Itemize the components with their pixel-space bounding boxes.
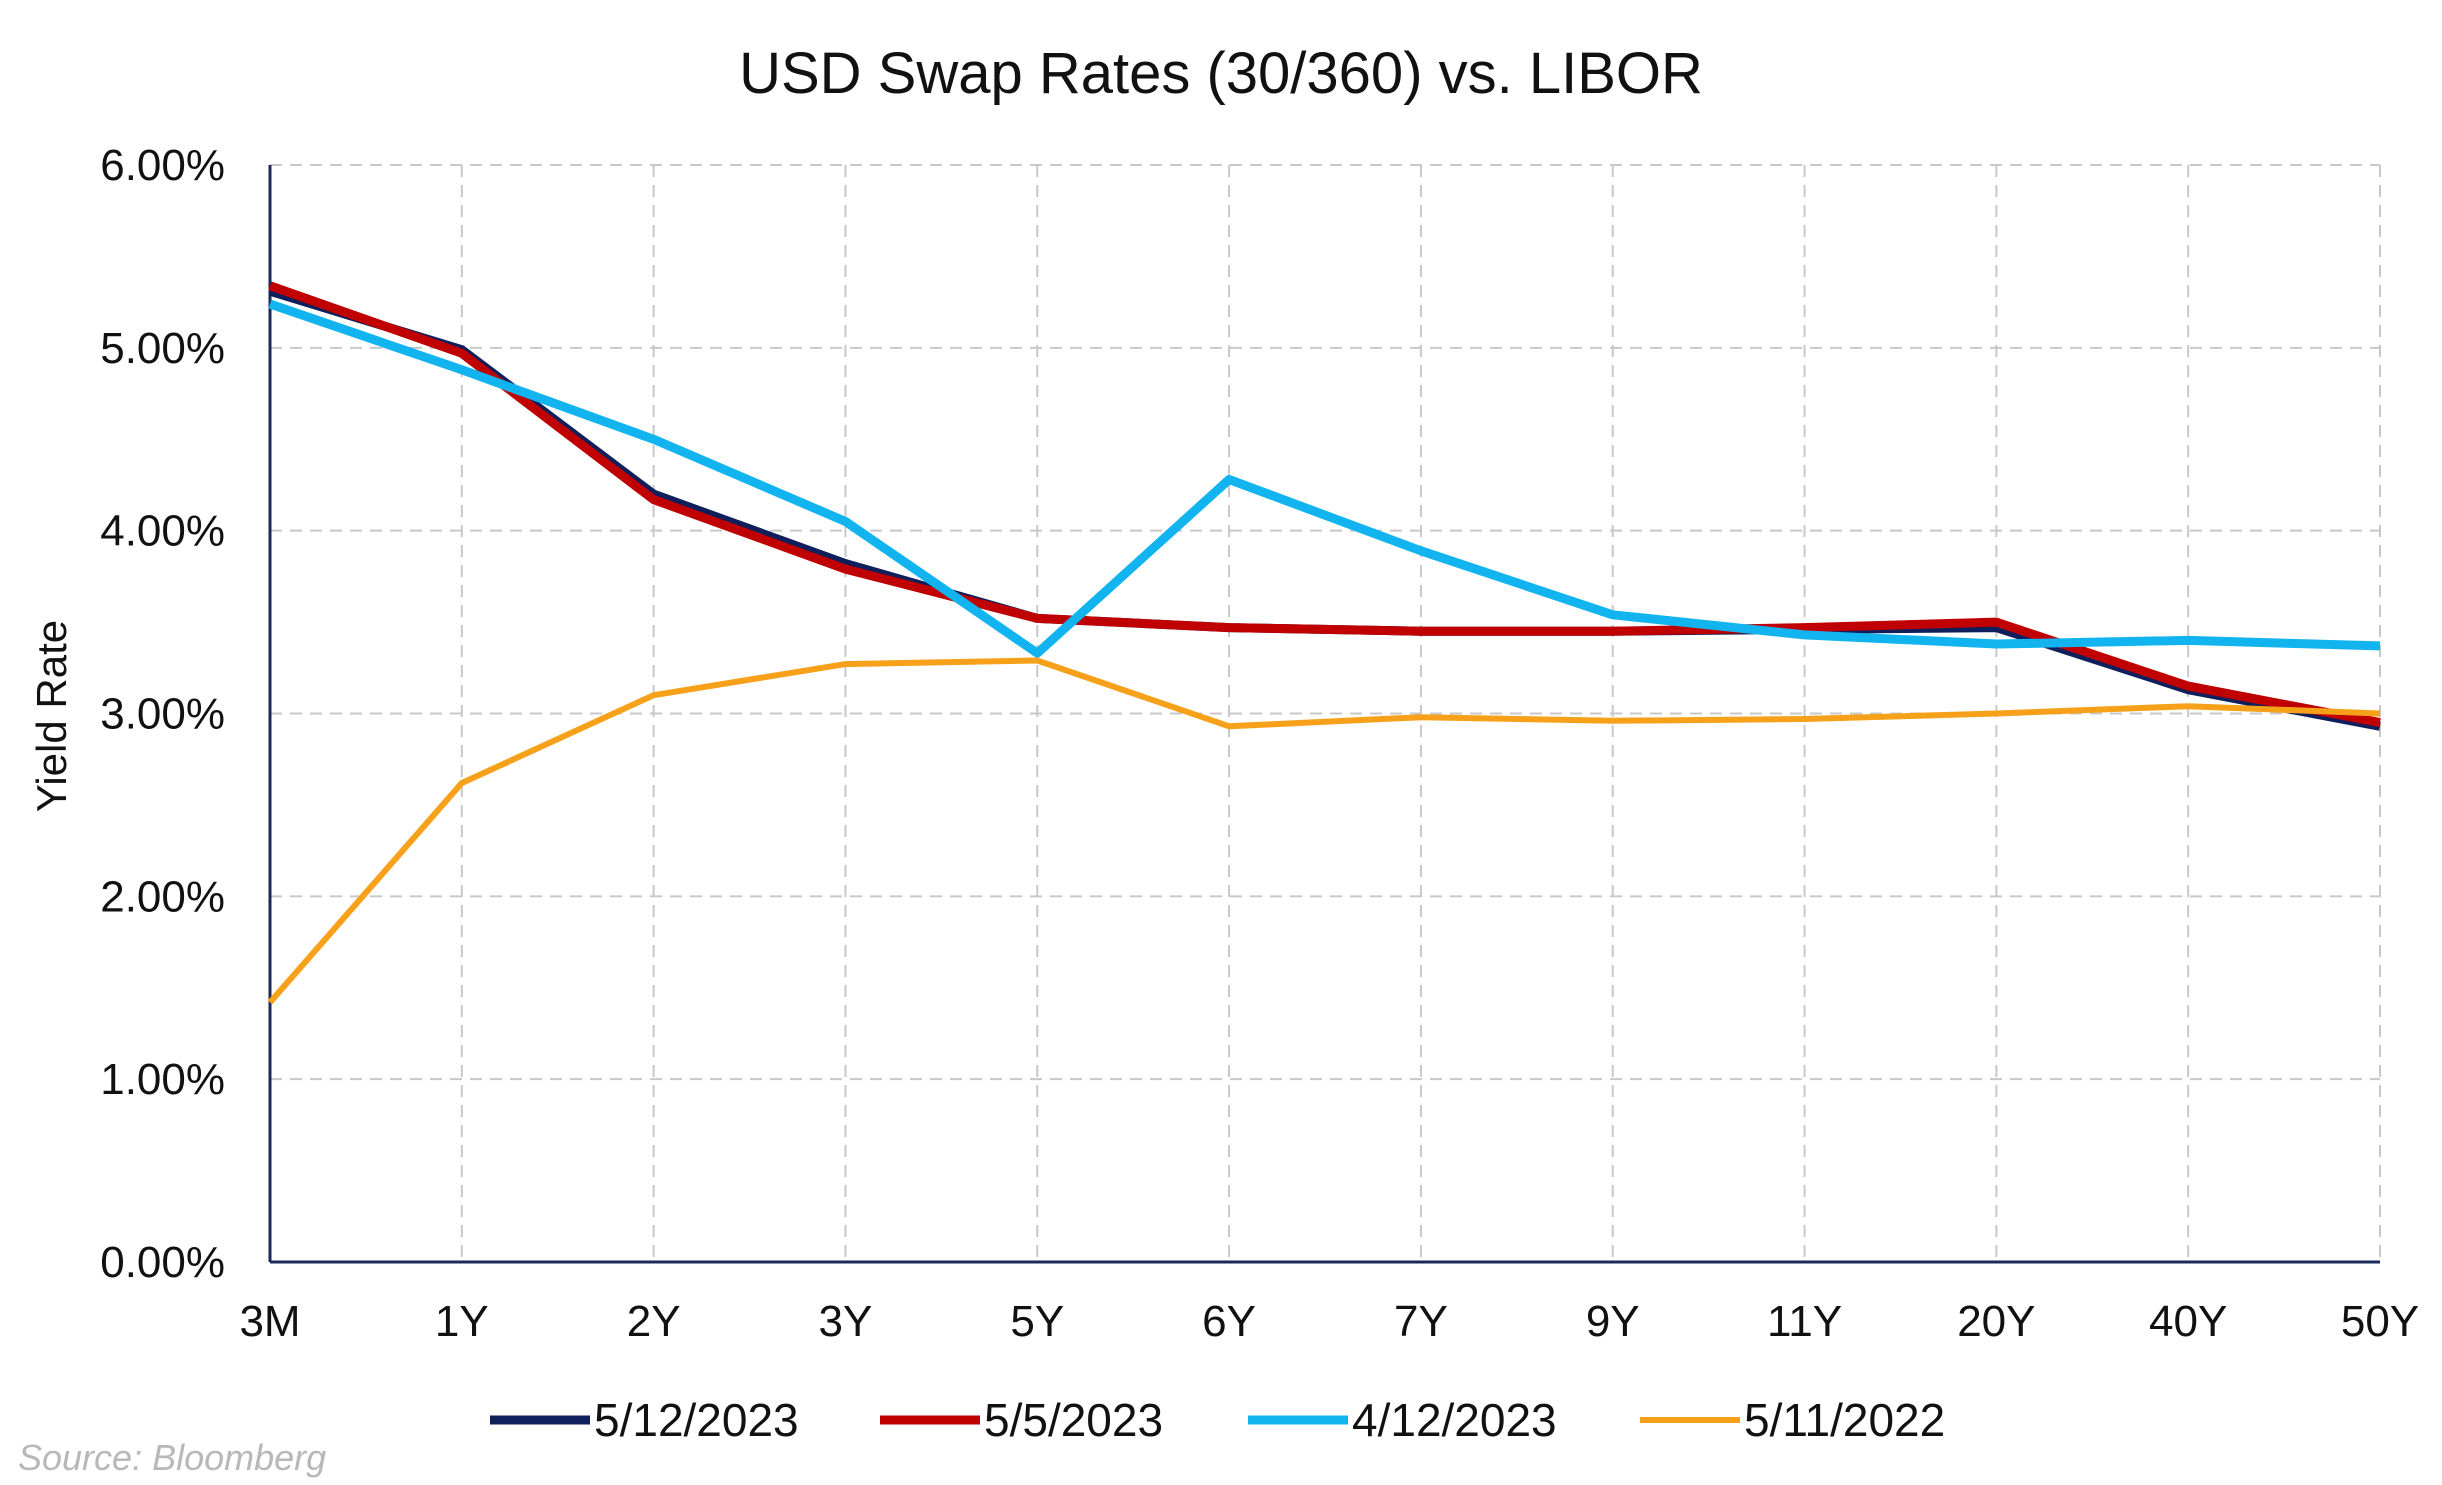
legend-label: 5/5/2023 xyxy=(984,1394,1163,1446)
legend-label: 5/12/2023 xyxy=(594,1394,799,1446)
y-tick-label: 0.00% xyxy=(100,1238,225,1287)
y-tick-label: 5.00% xyxy=(100,324,225,373)
y-tick-label: 2.00% xyxy=(100,872,225,921)
y-tick-label: 3.00% xyxy=(100,690,225,739)
x-tick-label: 2Y xyxy=(627,1297,681,1346)
x-tick-label: 20Y xyxy=(1957,1297,2035,1346)
x-tick-label: 6Y xyxy=(1202,1297,1256,1346)
y-tick-label: 4.00% xyxy=(100,507,225,556)
legend-item: 5/12/2023 xyxy=(490,1394,799,1446)
x-tick-label: 7Y xyxy=(1394,1297,1448,1346)
legend-item: 5/5/2023 xyxy=(880,1394,1163,1446)
series-line-5-12-2023 xyxy=(268,286,2381,731)
source-note: Source: Bloomberg xyxy=(18,1437,326,1478)
legend-label: 5/11/2022 xyxy=(1744,1394,1945,1446)
legend: 5/12/2023 5/5/2023 4/12/2023 5/11/2022 xyxy=(490,1394,1945,1446)
axes xyxy=(268,165,2380,1264)
y-axis-label: Yield Rate xyxy=(28,620,75,812)
y-tick-labels: 0.00% 1.00% 2.00% 3.00% 4.00% 5.00% 6.00% xyxy=(100,141,225,1287)
x-tick-label: 9Y xyxy=(1586,1297,1640,1346)
legend-label: 4/12/2023 xyxy=(1352,1394,1557,1446)
series-lines xyxy=(267,281,2381,1005)
series-line-4-12-2023 xyxy=(268,299,2381,658)
x-tick-label: 50Y xyxy=(2341,1297,2419,1346)
y-tick-label: 1.00% xyxy=(100,1055,225,1104)
chart-title: USD Swap Rates (30/360) vs. LIBOR xyxy=(739,41,1703,106)
legend-item: 5/11/2022 xyxy=(1640,1394,1945,1446)
x-tick-label: 3Y xyxy=(819,1297,873,1346)
series-line-5-11-2022 xyxy=(267,657,2381,1005)
x-tick-label: 40Y xyxy=(2149,1297,2227,1346)
x-tick-label: 1Y xyxy=(435,1297,489,1346)
legend-item: 4/12/2023 xyxy=(1248,1394,1557,1446)
x-tick-label: 5Y xyxy=(1010,1297,1064,1346)
y-tick-label: 6.00% xyxy=(100,141,225,190)
x-tick-label: 11Y xyxy=(1767,1297,1842,1346)
x-tick-label: 3M xyxy=(239,1297,300,1346)
x-tick-labels: 3M 1Y 2Y 3Y 5Y 6Y 7Y 9Y 11Y 20Y 40Y 50Y xyxy=(239,1297,2419,1346)
series-line-5-5-2023 xyxy=(268,281,2381,728)
